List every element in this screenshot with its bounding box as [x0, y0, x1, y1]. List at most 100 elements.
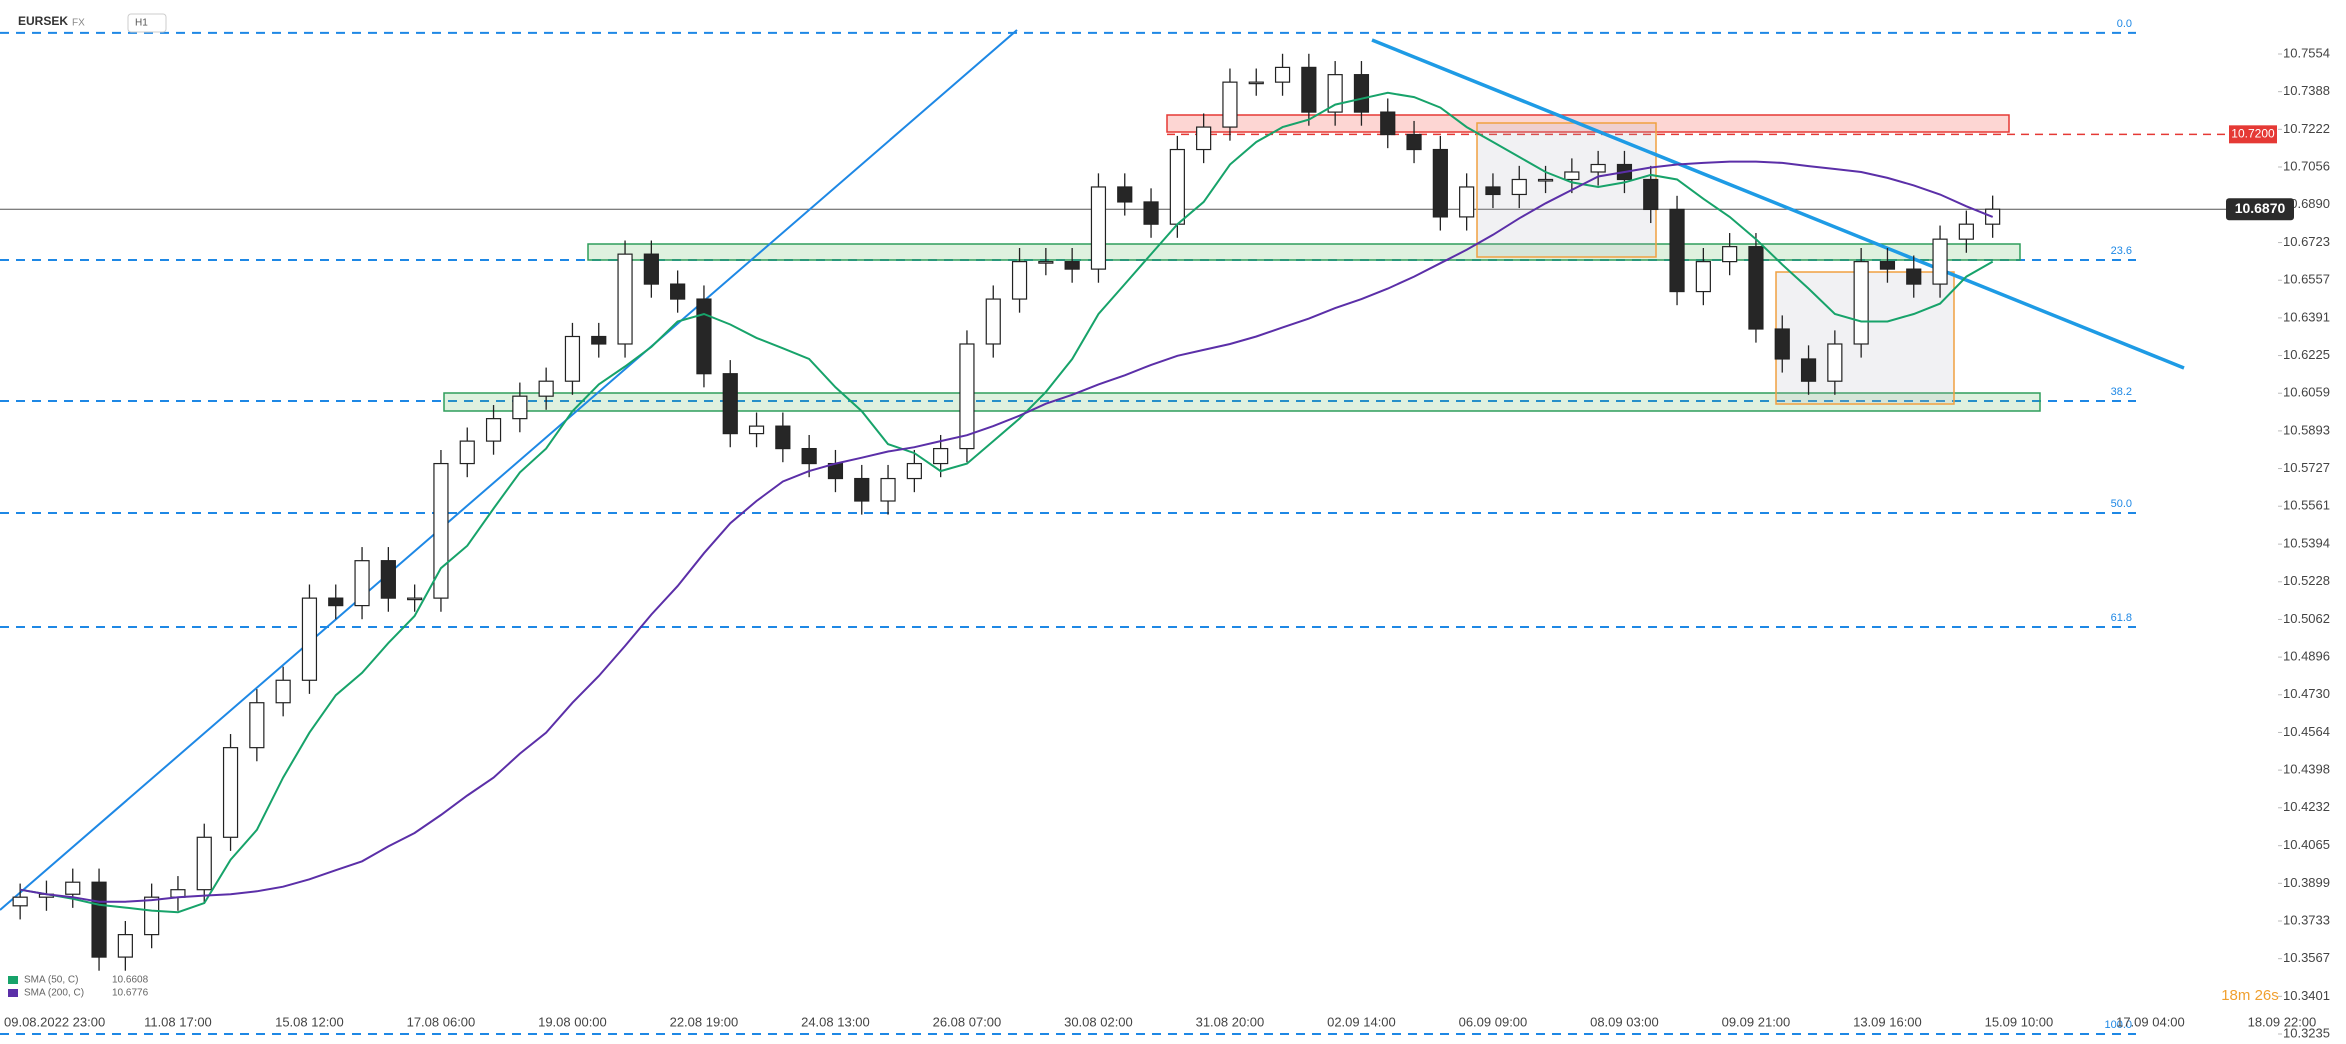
candle-body: [1222, 81, 1238, 128]
x-tick-label: 24.08 13:00: [801, 1014, 870, 1029]
candle-body: [328, 597, 344, 607]
axis-layer: 10.7554 10.7388 10.7222 10.7056 10.6890 10.67…: [4, 45, 2330, 1040]
candle-body: [933, 447, 949, 465]
support-zone: [443, 392, 2041, 412]
annotations: [0, 29, 2185, 911]
y-tick-label: 10.4730: [2283, 686, 2330, 701]
candle-body: [1353, 74, 1370, 113]
candle-body: [854, 477, 870, 502]
x-tick-label: 13.09 16:00: [1853, 1014, 1922, 1029]
y-tick-label: 10.7388: [2283, 83, 2330, 98]
y-tick-label: 10.3401: [2283, 988, 2330, 1003]
sma-line: [19, 91, 1994, 914]
candle-body: [1906, 268, 1922, 285]
fib-label: 0.0: [2117, 18, 2132, 30]
x-tick-label: 08.09 03:00: [1590, 1014, 1659, 1029]
y-tick-label: 10.4564: [2283, 724, 2330, 739]
candle-body: [380, 560, 396, 599]
y-tick-label: 10.4065: [2283, 837, 2330, 852]
candle-body: [1774, 328, 1790, 360]
candle-body: [1643, 178, 1659, 211]
candle-body: [407, 597, 423, 601]
y-tick-label: 10.6391: [2283, 309, 2330, 324]
market: FX: [72, 18, 85, 29]
y-tick-label: 10.6723: [2283, 234, 2330, 249]
candle-body: [196, 836, 212, 891]
candle-body: [1432, 148, 1448, 218]
candle-body: [617, 253, 633, 345]
candle-body: [1800, 358, 1817, 382]
y-tick-label: 10.7056: [2283, 158, 2330, 173]
candle-body: [91, 881, 107, 958]
x-tick-label: 17.08 06:00: [407, 1014, 476, 1029]
fib-label: 38.2: [2111, 386, 2132, 398]
x-tick-label: 06.09 09:00: [1459, 1014, 1528, 1029]
candle-body: [485, 418, 502, 442]
interval[interactable]: H1: [135, 18, 148, 29]
candle-body: [1669, 208, 1685, 293]
y-tick-label: 10.3235: [2283, 1025, 2330, 1039]
x-tick-label: 18.09 22:00: [2248, 1014, 2317, 1029]
candle-body: [1485, 186, 1501, 196]
y-tick-label: 10.4398: [2283, 762, 2330, 777]
candle-body: [1248, 81, 1264, 85]
x-tick-label: 15.08 12:00: [275, 1014, 344, 1029]
candle-body: [959, 343, 975, 450]
legend-label: SMA (200, C): [24, 988, 84, 999]
alert-badge: [2229, 125, 2277, 144]
candle-body: [643, 253, 659, 285]
candle-body: [1827, 343, 1843, 382]
x-tick-label: 11.08 17:00: [144, 1014, 212, 1029]
trend-line: [0, 29, 1018, 911]
sma-line: [19, 160, 1994, 903]
support-zone: [587, 243, 2021, 261]
candle-timer: 18m 26s: [2221, 987, 2279, 1004]
candle-body: [670, 283, 686, 300]
candle-body: [1117, 186, 1133, 203]
x-tick-label: 17.09 04:00: [2116, 1014, 2185, 1029]
candle-body: [1564, 171, 1580, 181]
y-tick-label: 10.6059: [2283, 385, 2330, 400]
y-tick-label: 10.5394: [2283, 536, 2330, 551]
candle-body: [301, 597, 318, 681]
y-tick-label: 10.3733: [2283, 912, 2330, 927]
legend-swatch: [8, 976, 18, 984]
interval-box[interactable]: [127, 13, 167, 33]
y-tick-label: 10.3567: [2283, 950, 2330, 965]
candle-body: [985, 298, 1001, 345]
candle-body: [459, 440, 475, 465]
candle-body: [1380, 111, 1396, 136]
candle-body: [1722, 246, 1738, 263]
candle-body: [564, 335, 581, 382]
candle-body: [1169, 148, 1185, 225]
candle-body: [1196, 126, 1212, 151]
x-tick-label: 26.08 07:00: [933, 1014, 1002, 1029]
candle-body: [1537, 178, 1554, 182]
candle-body: [1274, 66, 1291, 83]
price-label: 10.6870: [2235, 200, 2286, 216]
symbol[interactable]: EURSEK: [18, 14, 68, 28]
y-tick-label: 10.5893: [2283, 422, 2330, 437]
legend-value: 10.6776: [112, 988, 149, 999]
y-tick-label: 10.5561: [2283, 498, 2330, 513]
y-tick-label: 10.5727: [2283, 460, 2330, 475]
x-tick-label: 19.08 00:00: [538, 1014, 607, 1029]
legend-label: SMA (50, C): [24, 975, 78, 986]
candle-body: [275, 679, 291, 704]
candle-body: [1406, 133, 1422, 151]
candle-body: [1932, 238, 1948, 285]
candle-body: [1038, 261, 1054, 264]
y-tick-label: 10.5228: [2283, 573, 2330, 588]
legend-value: 10.6608: [112, 975, 149, 986]
candle-body: [696, 298, 712, 375]
candle-body: [117, 934, 133, 958]
x-tick-label: 09.09 21:00: [1722, 1014, 1791, 1029]
candle-body: [1511, 178, 1527, 196]
x-tick-label: 09.08.2022 23:00: [4, 1014, 105, 1029]
candle-body: [354, 560, 370, 607]
candle-body: [12, 896, 28, 907]
candle-body: [1748, 246, 1764, 330]
y-tick-label: 10.6225: [2283, 347, 2330, 362]
y-tick-label: 10.4896: [2283, 649, 2330, 664]
